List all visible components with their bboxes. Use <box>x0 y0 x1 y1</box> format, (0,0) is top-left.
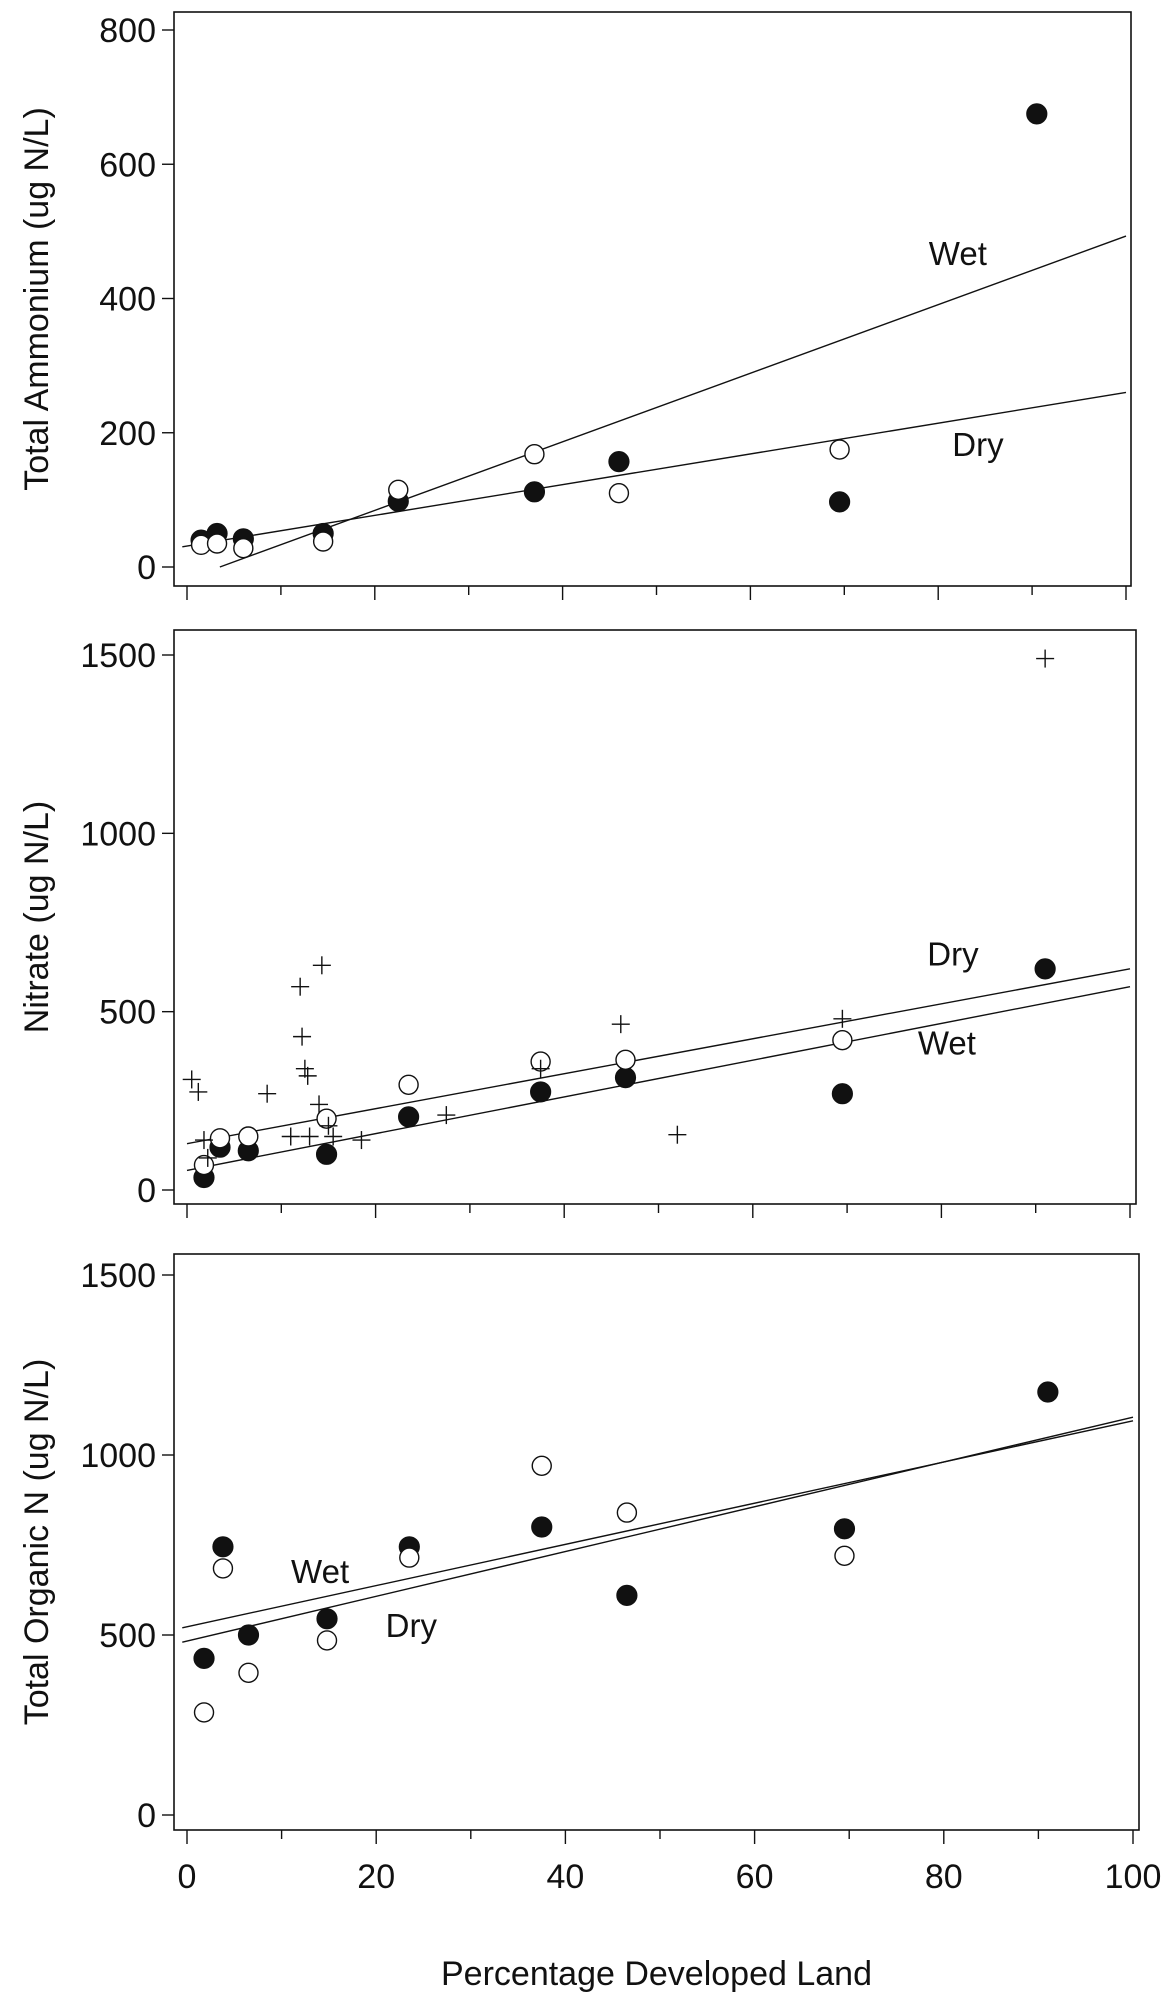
series-label-wet: Wet <box>291 1553 349 1590</box>
data-point-open <box>316 1108 337 1129</box>
series-label-wet: Wet <box>918 1024 976 1061</box>
y-axis-title: Nitrate (ug N/L) <box>18 801 56 1033</box>
x-tick-label: 100 <box>1105 1858 1162 1896</box>
fit-line-dry <box>182 391 1127 548</box>
data-point-open <box>399 1547 420 1568</box>
data-point-open <box>398 1074 419 1095</box>
data-point-open <box>233 538 254 559</box>
data-point-filled <box>237 1624 260 1646</box>
y-tick-label: 800 <box>99 12 156 50</box>
fit-line-dry <box>182 1416 1134 1643</box>
data-point-open <box>616 1502 638 1523</box>
series-label-wet: Wet <box>929 235 987 272</box>
data-point-open <box>312 531 334 552</box>
data-point-filled <box>1034 958 1056 980</box>
data-point-filled <box>1026 103 1048 125</box>
data-point-filled <box>315 1143 338 1165</box>
data-point-filled <box>1037 1381 1059 1403</box>
y-tick-label: 200 <box>99 415 156 453</box>
data-point-filled <box>833 1518 856 1540</box>
y-tick-label: 1000 <box>80 815 156 853</box>
ammonium-panel: 0 200 400 600 800 Total Ammonium (ug N/L) Wet D… <box>18 11 1132 600</box>
data-point-open <box>832 1029 853 1051</box>
x-axis-title: Percentage Developed Land <box>441 1955 872 1993</box>
data-point-open <box>212 1558 234 1579</box>
data-point-filled <box>829 491 851 513</box>
x-tick-label: 20 <box>357 1858 395 1896</box>
data-point-filled <box>212 1536 234 1558</box>
data-point-filled <box>398 1106 420 1128</box>
nitrate-panel: 0 500 1000 1500 Nitrate (ug N/L) Dry Wet <box>18 629 1137 1218</box>
y-tick-label: 500 <box>99 994 156 1032</box>
data-point-filled <box>523 481 546 503</box>
data-point-open <box>238 1126 259 1147</box>
data-point-filled <box>531 1516 553 1538</box>
fit-line-dry <box>186 968 1131 1145</box>
y-tick-label: 1500 <box>80 1257 156 1295</box>
series-label-dry: Dry <box>952 426 1004 463</box>
y-tick-label: 1000 <box>80 1437 156 1475</box>
y-axis-title: Total Ammonium (ug N/L) <box>18 107 56 491</box>
y-tick-label: 0 <box>137 1797 156 1835</box>
data-point-filled <box>608 451 630 473</box>
data-point-open <box>829 439 850 460</box>
plot-frame <box>173 11 1132 587</box>
y-tick-label: 400 <box>99 281 156 319</box>
y-axis-title: Total Organic N (ug N/L) <box>18 1359 56 1726</box>
data-point-open <box>206 533 228 554</box>
data-point-open <box>524 444 545 465</box>
data-point-open <box>209 1128 231 1149</box>
data-point-open <box>388 479 409 501</box>
series-label-dry: Dry <box>927 935 979 972</box>
plot-frame <box>173 1253 1140 1831</box>
x-tick-label: 60 <box>736 1858 774 1896</box>
data-point-filled <box>193 1647 215 1670</box>
data-point-open <box>834 1545 855 1567</box>
data-point-open <box>316 1630 338 1651</box>
fit-line-wet <box>186 986 1131 1172</box>
y-tick-label: 500 <box>99 1617 156 1655</box>
fit-line-wet <box>219 235 1127 568</box>
y-tick-label: 1500 <box>80 637 156 675</box>
series-label-dry: Dry <box>386 1607 438 1644</box>
data-point-filled <box>614 1067 637 1089</box>
y-tick-label: 0 <box>137 549 156 587</box>
x-tick-label: 80 <box>925 1858 963 1896</box>
organic-n-panel: 0 500 1000 1500 0 20 40 60 80 100 Total Organic N … <box>18 1253 1162 1993</box>
data-point-open <box>193 1702 215 1723</box>
data-point-open <box>238 1662 259 1684</box>
data-point-filled <box>831 1083 853 1105</box>
data-point-open <box>193 1154 215 1176</box>
x-tick-label: 0 <box>178 1858 197 1896</box>
y-tick-label: 600 <box>99 146 156 184</box>
data-point-open <box>531 1455 552 1477</box>
fit-line-wet <box>182 1420 1134 1629</box>
x-tick-label: 40 <box>546 1858 584 1896</box>
plot-frame <box>173 629 1137 1205</box>
data-point-filled <box>316 1608 338 1630</box>
data-point-open <box>608 482 630 504</box>
y-tick-label: 0 <box>137 1172 156 1210</box>
data-point-open <box>615 1049 636 1071</box>
data-point-filled <box>530 1081 552 1103</box>
data-point-filled <box>616 1584 638 1607</box>
